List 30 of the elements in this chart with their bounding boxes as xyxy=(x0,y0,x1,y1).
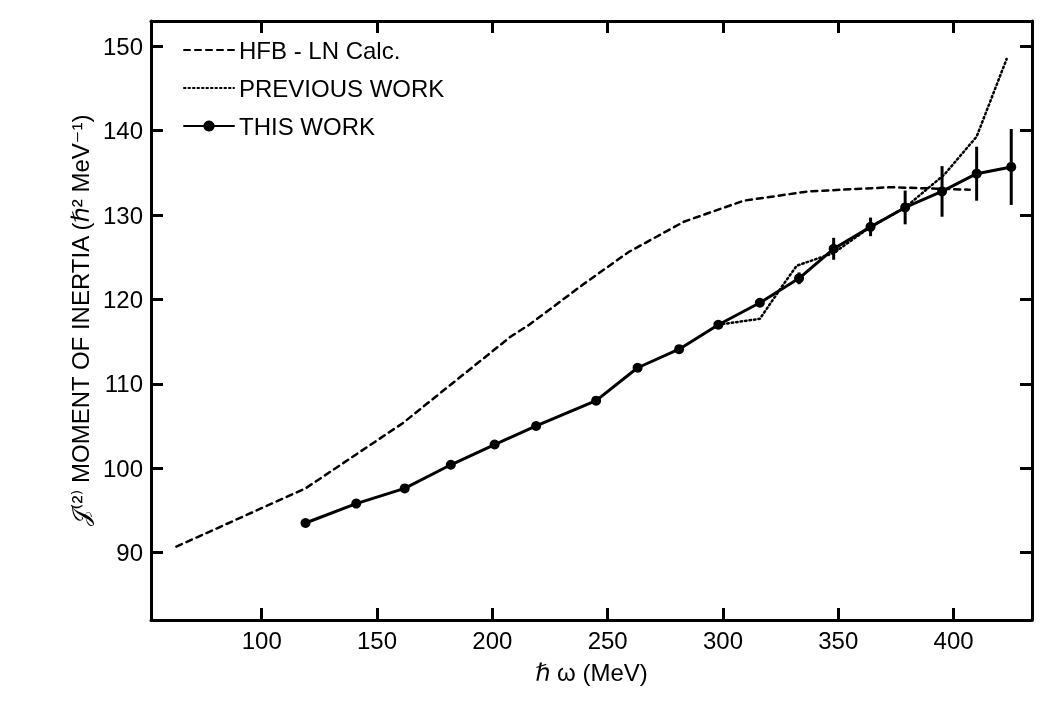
y-tick-label: 110 xyxy=(104,370,143,398)
x-tick-label: 300 xyxy=(702,626,743,654)
point xyxy=(351,498,362,509)
y-tick-label: 140 xyxy=(102,117,143,145)
y-tick-label: 120 xyxy=(102,285,143,313)
point xyxy=(399,483,410,494)
x-tick-label: 100 xyxy=(241,626,282,654)
legend-label: HFB - LN Calc. xyxy=(239,36,401,64)
point xyxy=(531,420,542,431)
x-tick-label: 150 xyxy=(356,626,398,654)
point xyxy=(674,344,685,355)
y-tick-label: 130 xyxy=(102,201,143,229)
y-tick-label: 100 xyxy=(102,454,143,482)
point xyxy=(445,459,456,470)
legend-label: PREVIOUS WORK xyxy=(239,74,445,102)
y-axis-title: 𝒥⁽²⁾ MOMENT OF INERTIA (ℏ² MeV⁻¹) xyxy=(66,114,94,527)
y-tick-label: 90 xyxy=(116,539,143,567)
point xyxy=(300,517,311,528)
point xyxy=(632,362,643,373)
x-axis-title: ℏ ω (MeV) xyxy=(535,658,648,686)
point xyxy=(591,395,602,406)
x-tick-label: 350 xyxy=(818,626,859,654)
x-tick-label: 200 xyxy=(472,626,513,654)
x-tick-label: 400 xyxy=(933,626,974,654)
x-tick-label: 250 xyxy=(587,626,628,654)
y-tick-label: 150 xyxy=(102,32,143,60)
point xyxy=(489,439,500,450)
legend-label: THIS WORK xyxy=(239,112,375,140)
point xyxy=(754,297,765,308)
point xyxy=(713,319,724,330)
